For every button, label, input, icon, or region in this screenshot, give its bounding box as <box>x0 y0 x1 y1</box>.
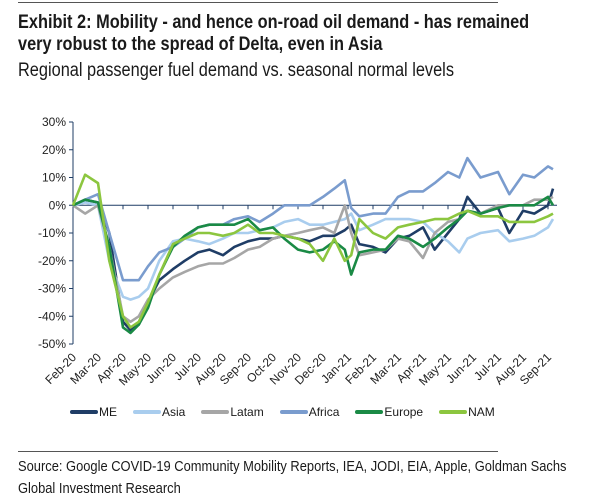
bottom-rule <box>18 451 498 452</box>
y-tick-label: 0% <box>49 198 67 212</box>
legend-label: Europe <box>384 405 424 419</box>
legend-label: NAM <box>468 405 495 419</box>
legend-item-me: ME <box>70 405 117 419</box>
series-line-asia <box>72 201 555 301</box>
title-line-1: Exhibit 2: Mobility - and hence on-road … <box>18 12 530 33</box>
y-tick-label: 20% <box>42 143 66 157</box>
source-note: Source: Google COVID-19 Community Mobili… <box>18 456 615 500</box>
legend: ME Asia Latam Africa Europe NAM <box>70 405 511 419</box>
y-tick-label: -30% <box>38 282 66 296</box>
y-tick-label: 30% <box>42 115 66 129</box>
legend-label: Africa <box>308 405 340 419</box>
legend-swatch <box>355 410 384 414</box>
legend-swatch <box>201 410 230 414</box>
y-axis: 30% 20% 10% 0% -10% -20% -30% -40% -50% <box>38 115 74 351</box>
legend-item-europe: Europe <box>355 405 423 419</box>
y-tick-label: -50% <box>38 337 66 351</box>
legend-swatch <box>70 410 98 414</box>
series-line-africa <box>72 156 554 282</box>
source-line-2: Global Investment Research <box>18 480 181 497</box>
legend-swatch <box>133 410 161 414</box>
source-line-1: Source: Google COVID-19 Community Mobili… <box>18 458 567 475</box>
y-tick-label: 10% <box>42 171 66 185</box>
legend-swatch <box>279 410 308 414</box>
title-line-2: very robust to the spread of Delta, even… <box>18 34 383 55</box>
y-tick-label: -20% <box>38 254 66 268</box>
y-tick-label: -10% <box>38 226 66 240</box>
legend-item-asia: Asia <box>133 405 185 419</box>
y-tick-label: -40% <box>38 309 66 323</box>
legend-label: Latam <box>230 405 264 419</box>
chart-title: Exhibit 2: Mobility - and hence on-road … <box>18 12 612 56</box>
legend-item-latam: Latam <box>201 405 264 419</box>
top-rule <box>18 2 498 3</box>
legend-swatch <box>439 410 468 414</box>
legend-item-africa: Africa <box>279 405 340 419</box>
line-chart: 30%20%10%0%-10%-20%-30%-40%-50% Feb-20Ma… <box>38 115 557 388</box>
series-lines <box>71 156 555 335</box>
legend-item-nam: NAM <box>439 405 495 419</box>
legend-label: ME <box>99 405 117 419</box>
legend-label: Asia <box>162 405 186 419</box>
series-line-nam <box>71 173 554 329</box>
chart-subtitle: Regional passenger fuel demand vs. seaso… <box>18 60 525 82</box>
subtitle-text: Regional passenger fuel demand vs. seaso… <box>18 60 454 81</box>
